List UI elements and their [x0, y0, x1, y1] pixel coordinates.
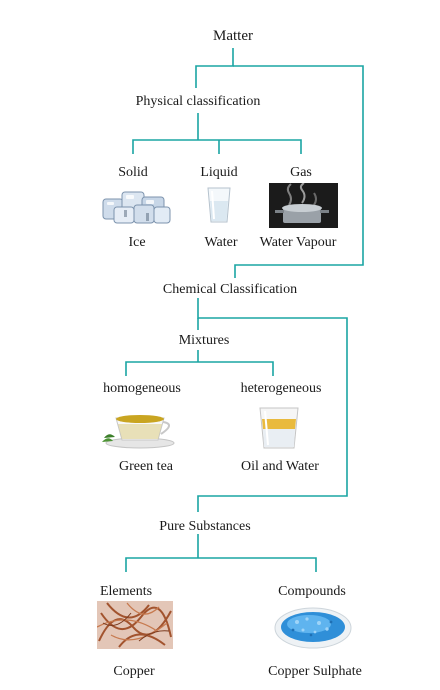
mixtures-title: Mixtures	[178, 333, 230, 348]
water-label: Water	[204, 235, 238, 250]
physical-classification-title: Physical classification	[135, 94, 261, 109]
gas-label: Gas	[290, 165, 312, 180]
ice-label: Ice	[128, 235, 146, 250]
copper-sulphate-label: Copper Sulphate	[268, 664, 362, 679]
oil-and-water-label: Oil and Water	[241, 459, 319, 474]
heterogeneous-label: heterogeneous	[240, 381, 322, 396]
chemical-classification-title: Chemical Classification	[162, 282, 298, 297]
water-glass-icon	[207, 187, 231, 223]
solid-label: Solid	[118, 165, 148, 180]
copper-sulphate-dish-icon	[274, 607, 352, 649]
pure-substances-title: Pure Substances	[159, 519, 251, 534]
compounds-label: Compounds	[278, 584, 346, 599]
copper-wire-icon	[97, 601, 173, 649]
homogeneous-label: homogeneous	[103, 381, 181, 396]
ice-cubes-icon	[102, 191, 171, 224]
liquid-label: Liquid	[200, 165, 238, 180]
steaming-pot-icon	[269, 183, 338, 228]
oil-water-glass-icon	[259, 407, 299, 449]
water-vapour-label: Water Vapour	[259, 235, 337, 250]
copper-label: Copper	[113, 664, 155, 679]
green-tea-label: Green tea	[118, 459, 174, 474]
elements-label: Elements	[99, 584, 153, 599]
root-matter: Matter	[213, 28, 253, 44]
green-tea-cup-icon	[102, 415, 175, 449]
